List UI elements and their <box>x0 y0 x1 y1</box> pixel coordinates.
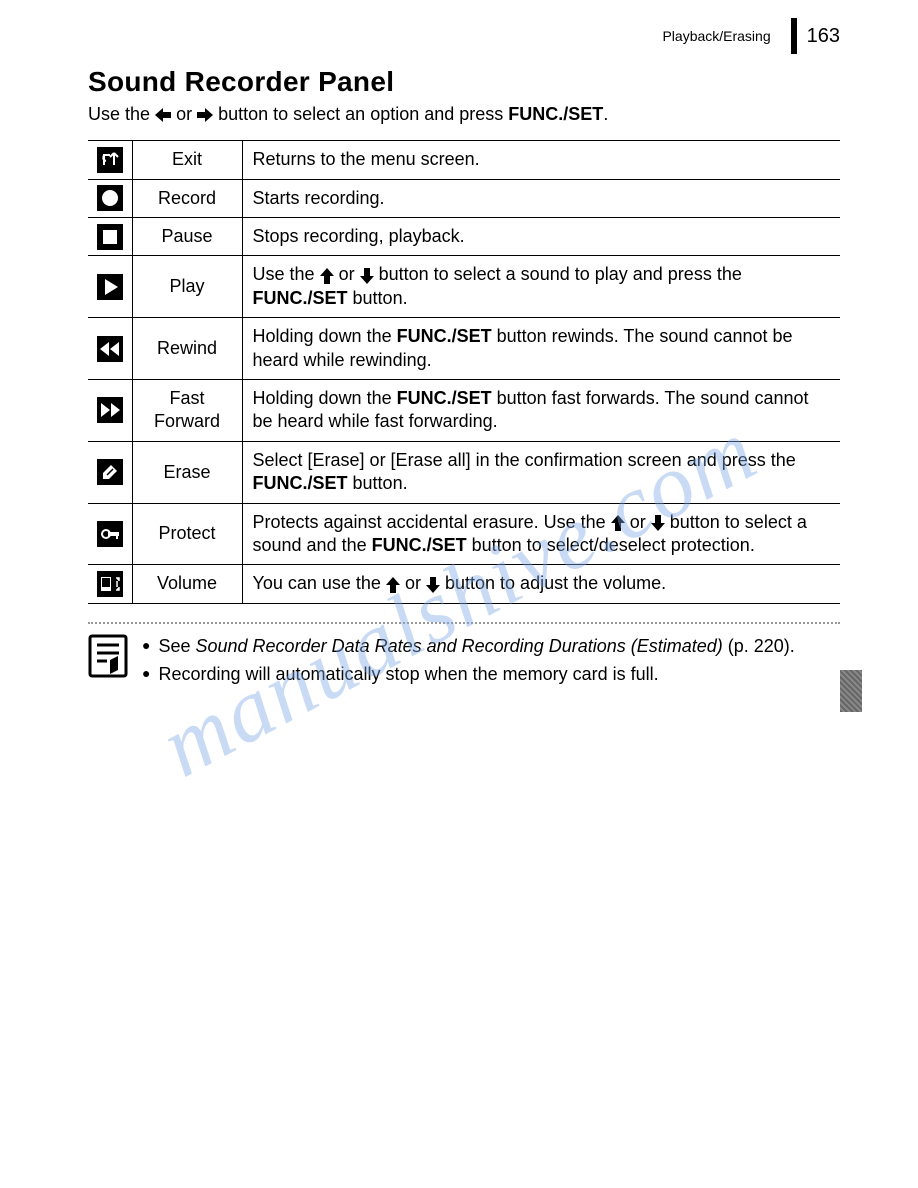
arrow-up-icon <box>611 515 625 531</box>
row-name: Protect <box>132 503 242 565</box>
arrow-up-icon <box>320 268 334 284</box>
table-row: Exit Returns to the menu screen. <box>88 141 840 179</box>
row-name: Exit <box>132 141 242 179</box>
row-name: Record <box>132 179 242 217</box>
volume-icon <box>88 565 132 603</box>
table-row: Rewind Holding down the FUNC./SET button… <box>88 318 840 380</box>
arrow-down-icon <box>426 577 440 593</box>
note-item: ● Recording will automatically stop when… <box>142 662 840 686</box>
table-row: Pause Stops recording, playback. <box>88 218 840 256</box>
intro-end: . <box>603 104 608 124</box>
row-name: Pause <box>132 218 242 256</box>
note-icon <box>88 634 128 691</box>
exit-icon <box>88 141 132 179</box>
row-name: Fast Forward <box>132 380 242 442</box>
intro-prefix: Use the <box>88 104 155 124</box>
notes-list: ● See Sound Recorder Data Rates and Reco… <box>142 634 840 691</box>
intro-mid: or <box>176 104 197 124</box>
arrow-down-icon <box>651 515 665 531</box>
row-desc: Holding down the FUNC./SET button fast f… <box>242 380 840 442</box>
arrow-down-icon <box>360 268 374 284</box>
panel-table: Exit Returns to the menu screen. Record … <box>88 140 840 603</box>
table-row: Play Use the or button to select a sound… <box>88 256 840 318</box>
row-name: Rewind <box>132 318 242 380</box>
row-desc: Use the or button to select a sound to p… <box>242 256 840 318</box>
section-label: Playback/Erasing <box>662 28 770 44</box>
row-desc: Stops recording, playback. <box>242 218 840 256</box>
erase-icon <box>88 441 132 503</box>
pause-icon <box>88 218 132 256</box>
row-name: Volume <box>132 565 242 603</box>
bullet-icon: ● <box>142 662 150 686</box>
protect-icon <box>88 503 132 565</box>
table-row: Erase Select [Erase] or [Erase all] in t… <box>88 441 840 503</box>
row-desc: Select [Erase] or [Erase all] in the con… <box>242 441 840 503</box>
rewind-icon <box>88 318 132 380</box>
row-desc: You can use the or button to adjust the … <box>242 565 840 603</box>
notes-divider <box>88 622 840 624</box>
row-name: Play <box>132 256 242 318</box>
manual-page: Playback/Erasing 163 Sound Recorder Pane… <box>0 0 918 690</box>
page-header: Playback/Erasing 163 <box>662 18 840 54</box>
page-title: Sound Recorder Panel <box>88 66 840 98</box>
row-desc: Protects against accidental erasure. Use… <box>242 503 840 565</box>
record-icon <box>88 179 132 217</box>
play-icon <box>88 256 132 318</box>
table-row: Protect Protects against accidental eras… <box>88 503 840 565</box>
table-row: Record Starts recording. <box>88 179 840 217</box>
arrow-left-icon <box>155 108 171 122</box>
intro-funcset: FUNC./SET <box>508 104 603 124</box>
header-divider <box>791 18 797 54</box>
intro-text: Use the or button to select an option an… <box>88 102 840 126</box>
table-row: Volume You can use the or button to adju… <box>88 565 840 603</box>
table-row: Fast Forward Holding down the FUNC./SET … <box>88 380 840 442</box>
row-desc: Holding down the FUNC./SET button rewind… <box>242 318 840 380</box>
note-item: ● See Sound Recorder Data Rates and Reco… <box>142 634 840 658</box>
bullet-icon: ● <box>142 634 150 658</box>
side-tab <box>840 670 862 712</box>
fast-forward-icon <box>88 380 132 442</box>
row-desc: Starts recording. <box>242 179 840 217</box>
notes-block: ● See Sound Recorder Data Rates and Reco… <box>88 634 840 691</box>
arrow-right-icon <box>197 108 213 122</box>
row-name: Erase <box>132 441 242 503</box>
intro-suffix: button to select an option and press <box>218 104 508 124</box>
row-desc: Returns to the menu screen. <box>242 141 840 179</box>
arrow-up-icon <box>386 577 400 593</box>
page-number: 163 <box>807 25 840 48</box>
